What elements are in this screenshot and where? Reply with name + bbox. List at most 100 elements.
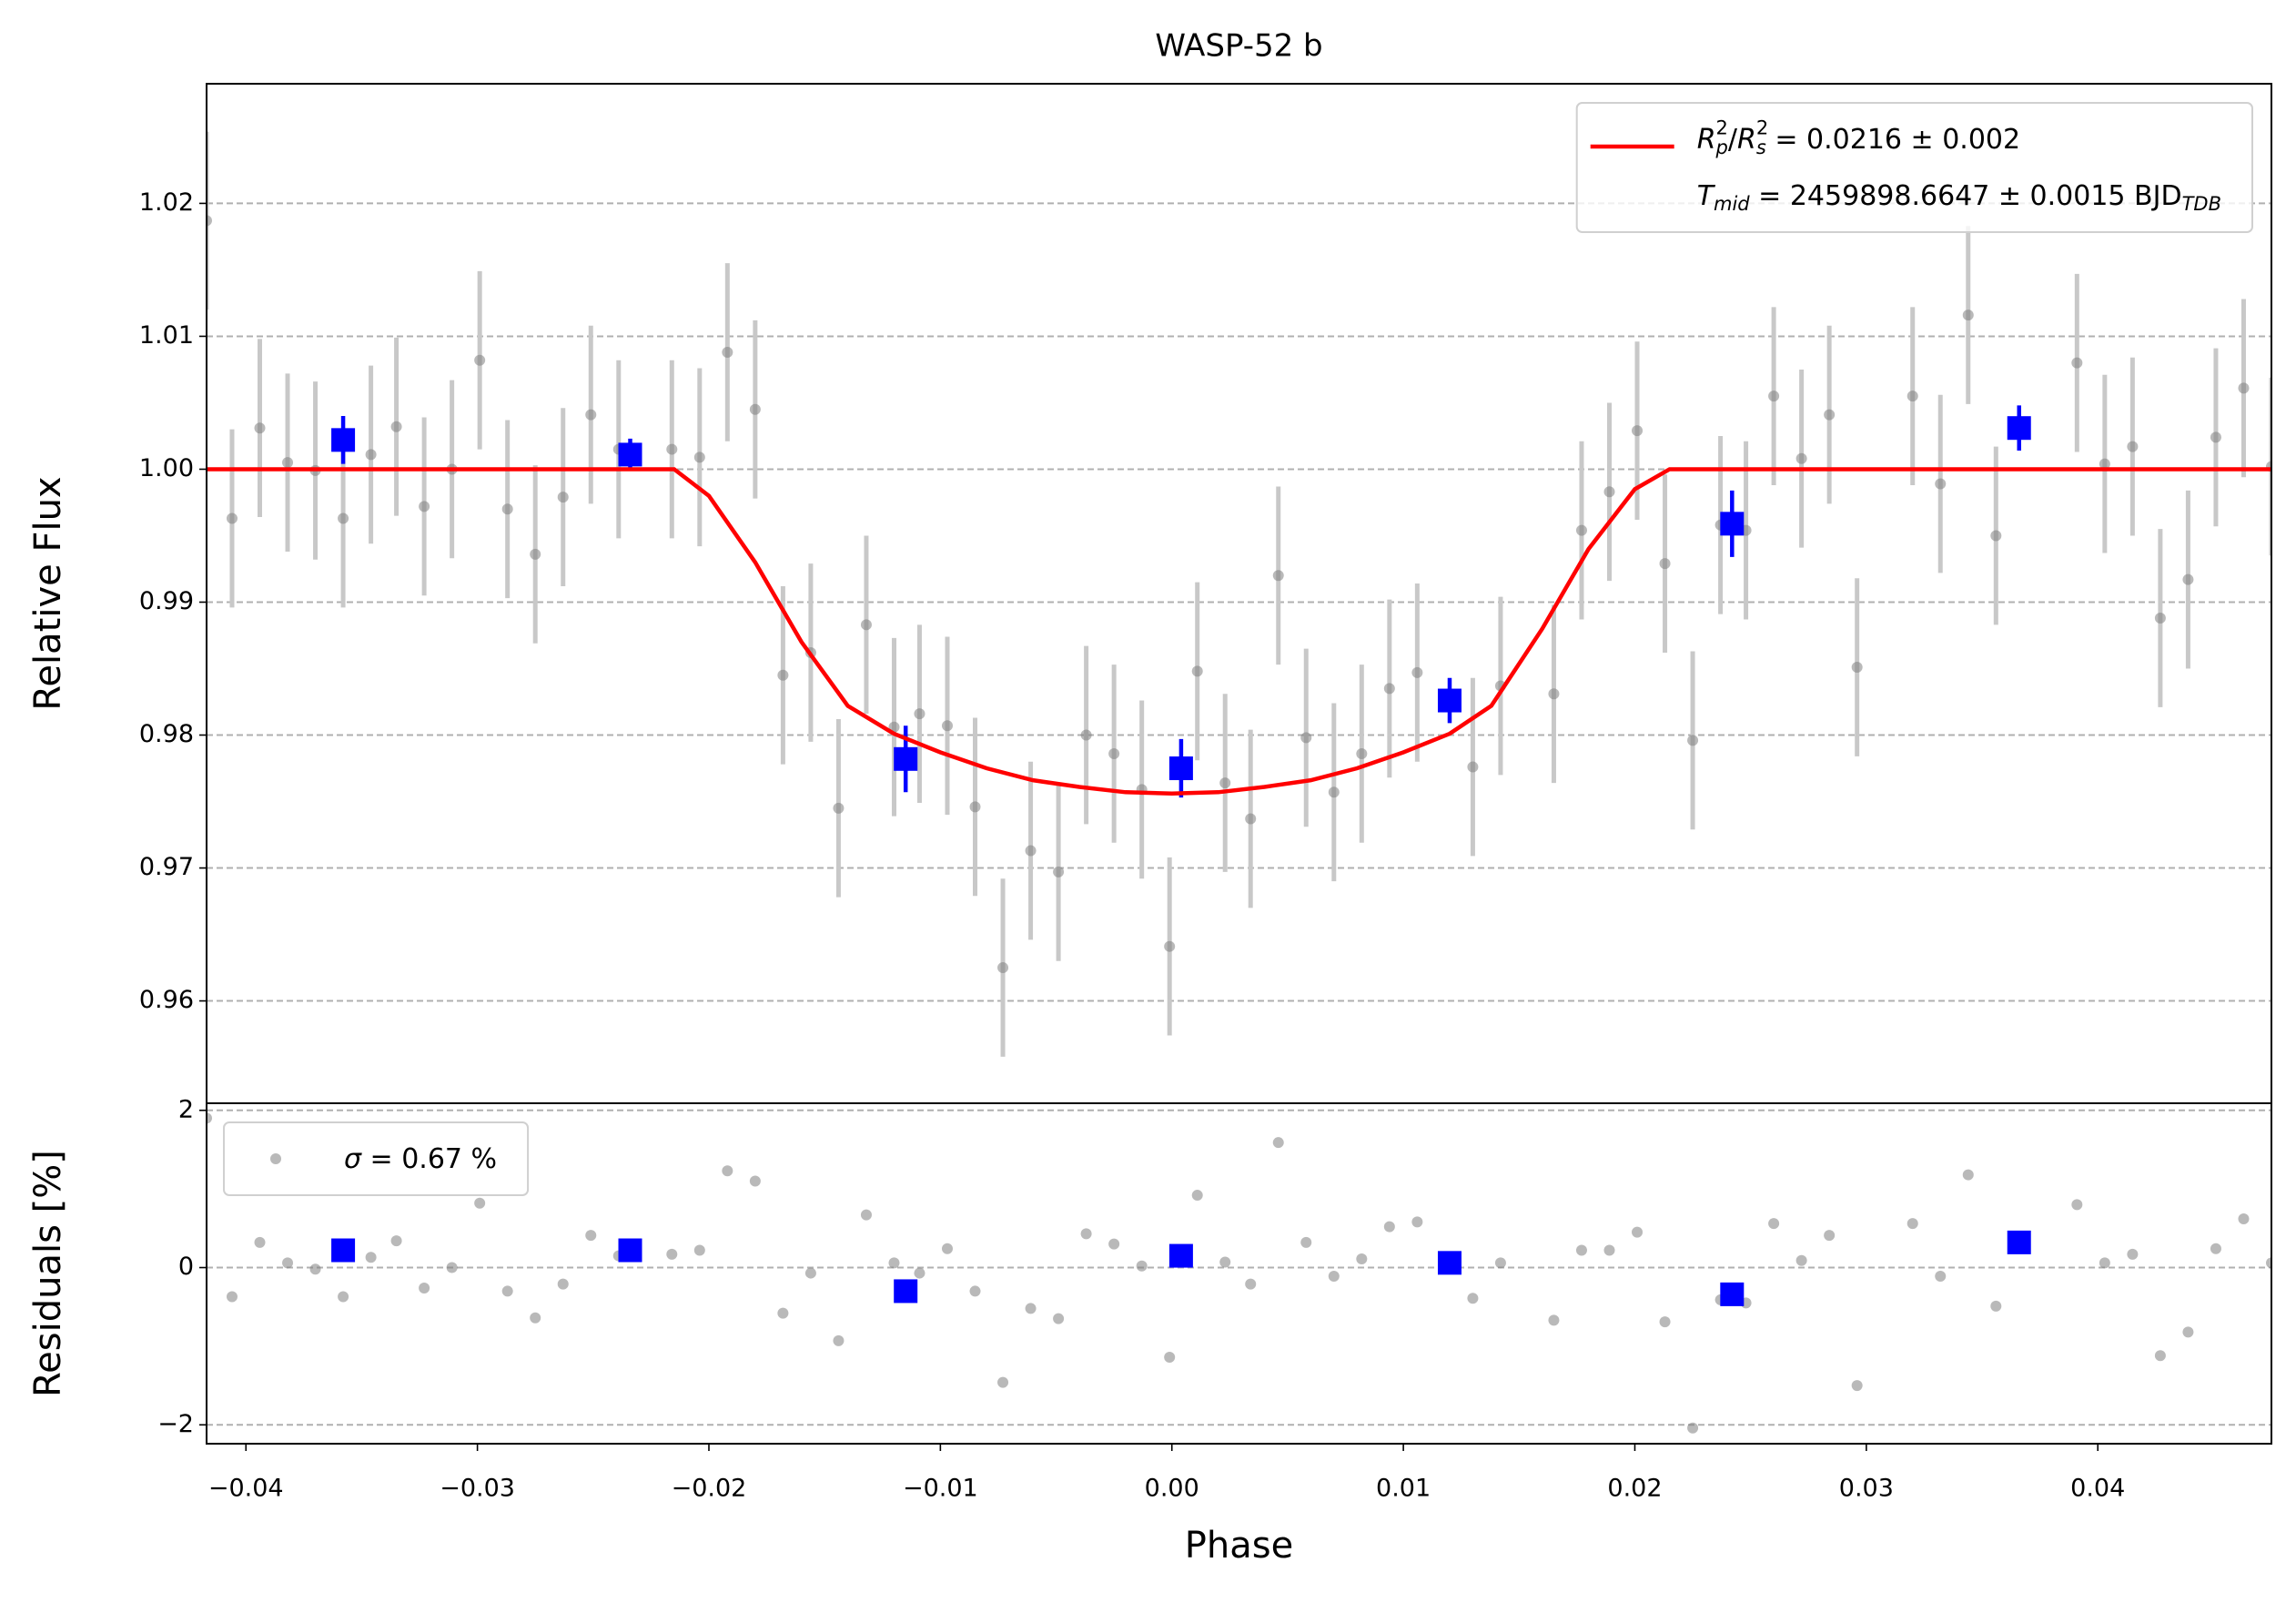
binned-point <box>618 1238 642 1263</box>
data-point <box>1300 732 1312 744</box>
data-point <box>254 422 266 434</box>
data-point <box>365 449 377 461</box>
residual-point <box>969 1285 981 1297</box>
data-point <box>557 492 569 503</box>
legend-run: 2 <box>1716 117 1728 138</box>
residual-point <box>1300 1236 1312 1248</box>
axes-frame <box>206 83 2272 1104</box>
residual-point <box>1191 1190 1203 1202</box>
data-point <box>1824 409 1836 421</box>
residual-point <box>693 1244 705 1256</box>
residual-point <box>585 1230 597 1242</box>
data-point <box>1411 666 1423 678</box>
residual-point <box>2210 1243 2221 1254</box>
residual-point <box>1494 1257 1506 1269</box>
x-tick-label: 0.00 <box>1145 1475 1199 1503</box>
data-point <box>1383 683 1395 695</box>
residual-point <box>1108 1238 1120 1250</box>
legend-run: R <box>1697 124 1716 156</box>
y-tick-label: 2 <box>178 1095 194 1123</box>
residual-point <box>1245 1278 1257 1290</box>
residual-point <box>1687 1422 1699 1434</box>
binned-point <box>1437 1251 1462 1275</box>
binned-point <box>1168 1243 1193 1268</box>
residual-point <box>1053 1313 1065 1324</box>
binned-point <box>894 1279 918 1304</box>
residual-point <box>254 1236 266 1248</box>
y-tick-label: 0.98 <box>139 720 194 748</box>
legend-run: R <box>1737 124 1756 156</box>
data-point <box>1219 777 1231 789</box>
data-point <box>419 501 430 512</box>
residual-point <box>860 1209 872 1221</box>
residual-point <box>226 1291 238 1303</box>
data-point <box>1795 452 1807 464</box>
y-axis-label: Residuals [%] <box>27 1150 69 1397</box>
residual-point <box>1080 1228 1092 1240</box>
residual-point <box>1659 1316 1671 1328</box>
data-point <box>1272 570 1284 582</box>
data-point <box>666 443 678 455</box>
legend-swatch <box>270 1153 281 1164</box>
chart-title: WASP-52 b <box>1155 28 1322 65</box>
data-point <box>1328 786 1340 798</box>
residual-point <box>1907 1218 1918 1230</box>
legend-run: = 0.0216 ± 0.002 <box>1766 124 2020 156</box>
legend-run: 2 <box>1756 117 1768 138</box>
residual-point <box>338 1291 349 1303</box>
residual-point <box>941 1243 953 1254</box>
x-tick-label: −0.02 <box>672 1475 747 1503</box>
axes-frame <box>206 1102 2272 1445</box>
legend-run: p <box>1715 137 1728 158</box>
x-axis-label: Phase <box>1185 1525 1293 1567</box>
legend-run: s <box>1756 137 1766 158</box>
residual-point <box>833 1334 845 1346</box>
data-point <box>1548 688 1560 700</box>
model-line <box>207 467 2271 796</box>
residual-point <box>1851 1380 1863 1392</box>
data-point <box>530 548 541 560</box>
data-point <box>2127 441 2139 452</box>
residual-point <box>1136 1260 1148 1272</box>
data-point <box>749 403 761 415</box>
legend-run: = 2459898.6647 ± 0.0015 BJD <box>1750 180 2182 212</box>
legend-run: σ <box>344 1143 362 1175</box>
y-tick-label: 0.99 <box>139 587 194 615</box>
residual-point <box>419 1282 430 1294</box>
data-point <box>1768 391 1780 402</box>
binned-point <box>331 1238 356 1263</box>
residual-point <box>749 1175 761 1187</box>
data-point <box>1467 761 1479 773</box>
legend: σ = 0.67 % <box>223 1121 530 1196</box>
data-point <box>1935 478 1947 490</box>
residual-point <box>1575 1244 1587 1256</box>
data-point <box>585 409 597 421</box>
binned-point <box>1720 512 1745 536</box>
residual-point <box>282 1257 294 1269</box>
binned-point <box>1168 756 1193 781</box>
data-point <box>777 669 789 681</box>
residual-point <box>207 1112 212 1124</box>
residual-point <box>2238 1212 2250 1224</box>
panel: WASP-52 b Relative Flux 0.96 0.97 0.98 0.99 1.… <box>27 28 2272 1104</box>
y-tick-label: 0 <box>178 1253 194 1281</box>
residual-point <box>2154 1350 2166 1362</box>
residual-point <box>1935 1271 1947 1283</box>
binned-point <box>2007 1230 2031 1254</box>
legend-run: TDB <box>2182 193 2221 215</box>
residual-point <box>1383 1221 1395 1233</box>
data-point <box>722 346 733 358</box>
data-point <box>474 354 486 366</box>
residual-point <box>1025 1303 1037 1314</box>
data-point <box>226 512 238 524</box>
y-axis-label: Relative Flux <box>27 476 69 710</box>
plot-area <box>207 1112 2271 1434</box>
data-point <box>501 503 513 515</box>
legend-label: Tmid = 2459898.6647 ± 0.0015 BJDTDB <box>1697 180 2221 216</box>
y-tick-label: −2 <box>157 1410 194 1438</box>
residual-point <box>2182 1326 2194 1338</box>
binned-point <box>2007 416 2031 441</box>
data-point <box>1356 747 1368 759</box>
data-point <box>338 512 349 524</box>
